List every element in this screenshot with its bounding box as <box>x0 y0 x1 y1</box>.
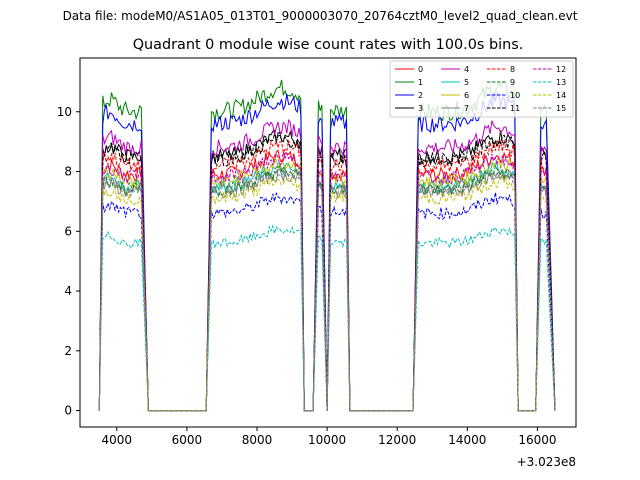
x-tick-label: 14000 <box>448 433 486 447</box>
series-layer <box>98 79 556 412</box>
legend-label: 3 <box>418 104 423 113</box>
x-tick-label: 16000 <box>518 433 556 447</box>
legend-label: 14 <box>556 91 566 100</box>
legend-label: 13 <box>556 78 566 87</box>
chart-suptitle: Data file: modeM0/AS1A05_013T01_90000030… <box>63 9 578 23</box>
axis-ticks: 4000 6000 8000 10000 12000 14000 16000 0 2 4 6 8 10 <box>57 105 557 447</box>
legend-label: 9 <box>510 78 515 87</box>
chart-title: Quadrant 0 module wise count rates with … <box>133 37 524 53</box>
legend-label: 1 <box>418 78 423 87</box>
legend-label: 15 <box>556 104 566 113</box>
y-tick-label: 2 <box>64 344 72 358</box>
x-tick-label: 8000 <box>242 433 273 447</box>
y-tick-label: 8 <box>64 165 72 179</box>
legend-label: 10 <box>510 91 520 100</box>
x-tick-label: 6000 <box>172 433 203 447</box>
legend-label: 0 <box>418 65 423 74</box>
series-line-1 <box>98 79 556 412</box>
legend-frame <box>389 60 574 118</box>
legend-label: 4 <box>464 65 469 74</box>
x-offset-label: +3.023e8 <box>517 455 576 469</box>
legend-label: 8 <box>510 65 515 74</box>
series-line-2 <box>98 91 556 412</box>
legend-label: 7 <box>464 104 469 113</box>
legend-label: 2 <box>418 91 423 100</box>
legend-label: 6 <box>464 91 469 100</box>
y-tick-label: 10 <box>57 105 72 119</box>
y-tick-label: 6 <box>64 224 72 238</box>
legend-label: 11 <box>510 104 520 113</box>
x-tick-label: 12000 <box>378 433 416 447</box>
x-tick-label: 4000 <box>102 433 133 447</box>
series-line-15 <box>98 166 556 412</box>
y-tick-label: 0 <box>64 404 72 418</box>
plot-frame <box>79 57 577 428</box>
legend-label: 5 <box>464 78 469 87</box>
y-tick-label: 4 <box>64 284 72 298</box>
legend-label: 12 <box>556 65 566 74</box>
x-tick-label: 10000 <box>308 433 346 447</box>
